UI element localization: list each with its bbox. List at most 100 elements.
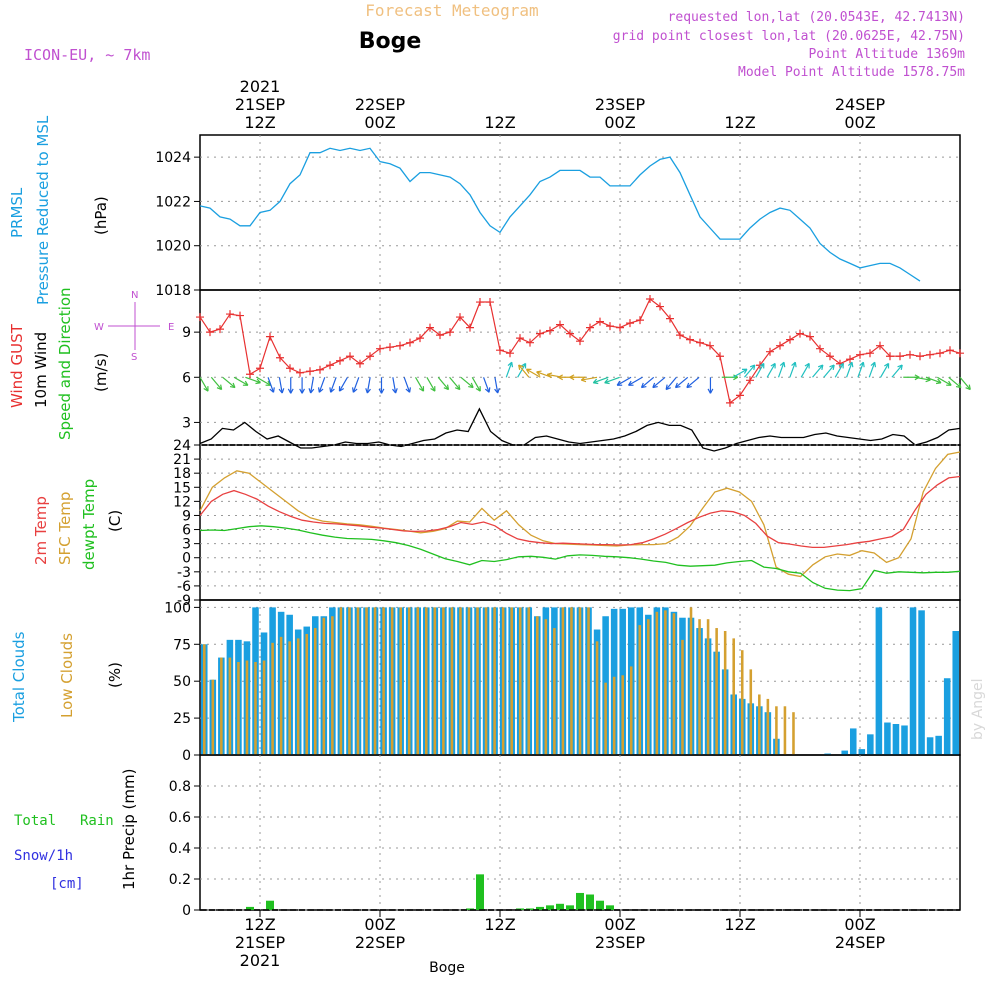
bottom-hour-label: 12Z	[484, 915, 515, 934]
wind-arrow-head	[299, 388, 306, 394]
low-cloud-bar	[612, 676, 616, 755]
low-cloud-bar	[544, 619, 548, 755]
gust-marker	[306, 367, 314, 376]
gust-marker	[916, 352, 924, 361]
wind-arrow-head	[569, 374, 575, 381]
low-cloud-bar	[254, 662, 257, 755]
panels: 1018102010221024369-9-6-3036912151821240…	[155, 134, 971, 919]
requested-coords: requested lon,lat (20.0543E, 42.7413N)	[668, 10, 965, 25]
bottom-date-label: 21SEP	[235, 933, 286, 952]
pressure-ytick-label: 1022	[155, 194, 191, 210]
rain-bar	[556, 903, 564, 910]
wind-arrow-head	[779, 361, 786, 368]
gust-marker	[846, 355, 854, 364]
wind-arrow	[823, 364, 835, 378]
low-cloud-bar	[681, 639, 684, 755]
low-cloud-bar	[570, 607, 573, 755]
gust-marker	[586, 323, 594, 332]
wind-ytick-label: 3	[182, 415, 191, 431]
low-cloud-bar	[740, 650, 744, 755]
low-cloud-bar	[373, 607, 377, 755]
pressure-ytick-label: 1024	[155, 150, 191, 166]
wind-arrow	[604, 376, 620, 384]
wind-arrow	[245, 376, 261, 384]
pressure-unit: (hPa)	[92, 196, 110, 235]
gust-marker	[686, 335, 694, 344]
gust-marker	[196, 313, 204, 322]
bottom-date-label: 24SEP	[835, 933, 886, 952]
low-cloud-bar	[527, 607, 531, 755]
temp-ytick-label: -6	[177, 579, 191, 595]
low-cloud-bar	[672, 613, 676, 755]
rain-bar	[526, 908, 534, 910]
rain-bar	[516, 908, 524, 910]
low-cloud-bar	[783, 706, 787, 755]
low-cloud-bar	[758, 694, 761, 755]
low-cloud-bar	[484, 607, 488, 755]
temp-ytick-label: 12	[173, 494, 191, 510]
gust-marker	[876, 341, 884, 350]
top-hour-label: 00Z	[844, 113, 875, 132]
gust-marker	[796, 329, 804, 338]
wind-arrow	[318, 377, 326, 393]
wind-arrow	[846, 362, 853, 378]
wind-arrow	[948, 376, 962, 389]
low-cloud-bar	[467, 607, 471, 755]
wind-arrow-head	[616, 380, 623, 386]
low-cloud-bar	[442, 607, 445, 755]
footer-location: Boge	[429, 960, 465, 976]
gust-marker	[646, 295, 654, 304]
wind-arrow	[925, 376, 942, 384]
total-cloud-bar	[849, 728, 857, 755]
wind-arrow-head	[546, 372, 553, 379]
gust-marker	[356, 359, 364, 368]
wind-arrow	[593, 376, 609, 384]
low-cloud-bar	[288, 641, 291, 755]
total-cloud-bar	[952, 631, 959, 755]
gust-marker	[436, 331, 444, 340]
low-cloud-bar	[561, 607, 565, 755]
low-cloud-bar	[510, 607, 513, 755]
wind-labels: Wind GUST 10m Wind Speed and Direction (…	[8, 287, 174, 440]
clouds-ytick-label: 100	[164, 600, 191, 616]
total-rain-label: Total	[14, 813, 56, 829]
gust-marker	[946, 346, 954, 355]
gust-marker	[416, 334, 424, 343]
low-cloud-bar	[493, 607, 496, 755]
rain-bar	[476, 874, 484, 910]
low-cloud-bar	[766, 698, 770, 755]
low-cloud-bar	[518, 607, 522, 755]
gust-marker	[826, 352, 834, 361]
low-clouds-label: Low Clouds	[58, 633, 76, 718]
wind-arrow-head	[242, 380, 249, 386]
wind-arrow	[403, 377, 411, 393]
wind-arrow	[914, 376, 931, 381]
top-year-label: 2021	[240, 77, 281, 96]
gust-marker	[366, 352, 374, 361]
point-altitude: Point Altitude 1369m	[808, 47, 965, 62]
gust-marker	[466, 323, 474, 332]
clouds-ytick-label: 0	[182, 748, 191, 764]
wind-arrow-head	[859, 361, 865, 368]
gust-marker	[706, 341, 714, 350]
gust-marker	[886, 352, 894, 361]
gust-marker	[486, 298, 494, 307]
wind-arrow	[777, 362, 785, 378]
gust-marker	[656, 302, 664, 311]
gust-marker	[296, 368, 304, 377]
wind-arrow-head	[494, 388, 500, 394]
rain-bar	[546, 905, 554, 910]
wind-arrow-head	[804, 362, 810, 369]
top-date-label: 22SEP	[355, 95, 406, 114]
wind-arrow-head	[686, 382, 692, 389]
wind-arrow-head	[604, 378, 610, 385]
gust-marker	[506, 349, 514, 358]
wind-arrow-head	[870, 361, 877, 368]
wind-arrow-head	[484, 387, 491, 393]
wind-arrow	[686, 376, 700, 389]
low-cloud-bar	[715, 628, 718, 755]
wind-arrow	[868, 362, 876, 378]
wind-arrow-head	[628, 380, 634, 386]
gust-marker	[526, 338, 534, 347]
